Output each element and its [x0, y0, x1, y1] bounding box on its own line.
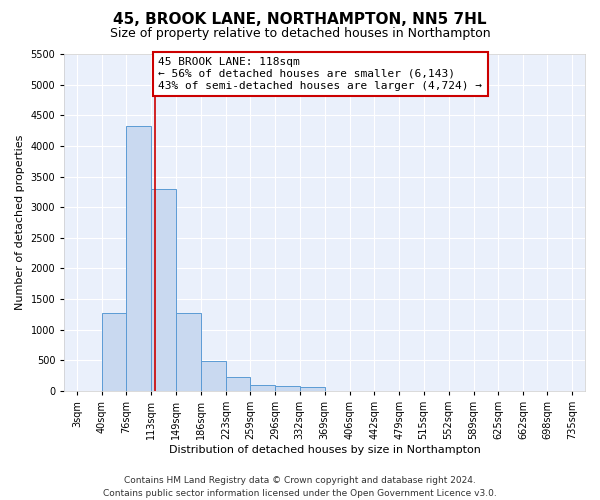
Y-axis label: Number of detached properties: Number of detached properties [15, 135, 25, 310]
Bar [275, 386, 299, 391]
Text: Contains HM Land Registry data © Crown copyright and database right 2024.
Contai: Contains HM Land Registry data © Crown c… [103, 476, 497, 498]
Text: Size of property relative to detached houses in Northampton: Size of property relative to detached ho… [110, 28, 490, 40]
Bar [250, 385, 275, 391]
Bar [201, 361, 226, 391]
Text: 45, BROOK LANE, NORTHAMPTON, NN5 7HL: 45, BROOK LANE, NORTHAMPTON, NN5 7HL [113, 12, 487, 28]
Bar [126, 126, 151, 391]
Bar [151, 189, 176, 391]
Bar [226, 378, 250, 391]
X-axis label: Distribution of detached houses by size in Northampton: Distribution of detached houses by size … [169, 445, 481, 455]
Text: 45 BROOK LANE: 118sqm
← 56% of detached houses are smaller (6,143)
43% of semi-d: 45 BROOK LANE: 118sqm ← 56% of detached … [158, 58, 482, 90]
Bar [102, 313, 126, 391]
Bar [299, 387, 325, 391]
Bar [176, 312, 201, 391]
